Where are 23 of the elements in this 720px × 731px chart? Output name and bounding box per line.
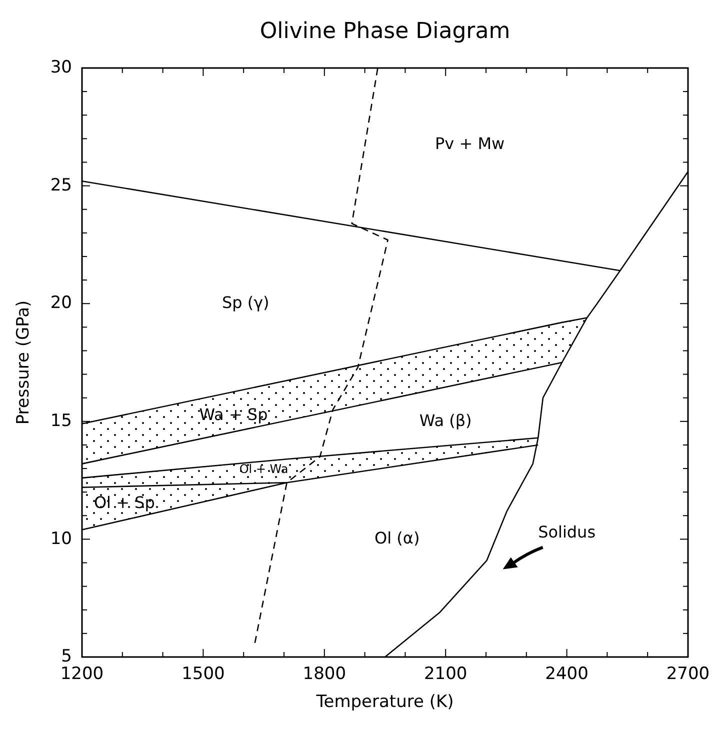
y-tick-label: 5 xyxy=(61,646,72,667)
annotation: Sp (γ) xyxy=(222,292,270,312)
x-tick-label: 1800 xyxy=(302,664,346,684)
x-tick-label: 1500 xyxy=(182,664,225,684)
y-tick-label: 30 xyxy=(50,58,72,78)
x-tick-label: 2700 xyxy=(666,664,710,684)
x-tick-label: 1200 xyxy=(60,664,104,684)
x-tick-label: 2400 xyxy=(545,664,588,684)
annotation: Wa + Sp xyxy=(199,404,268,424)
x-axis-title: Temperature (K) xyxy=(315,692,454,712)
y-tick-label: 10 xyxy=(50,528,72,549)
annotation: Ol + Wa xyxy=(239,462,288,476)
y-tick-label: 20 xyxy=(50,293,72,314)
chart-title: Olivine Phase Diagram xyxy=(260,19,510,44)
annotation: Wa (β) xyxy=(419,410,472,430)
annotation: Ol (α) xyxy=(374,528,420,548)
y-tick-label: 15 xyxy=(50,411,72,432)
y-tick-label: 25 xyxy=(50,175,72,196)
annotation: Ol + Sp xyxy=(94,493,155,512)
annotation: Solidus xyxy=(538,522,596,542)
x-tick-label: 2100 xyxy=(424,664,468,684)
annotation: Pv + Mw xyxy=(435,134,505,153)
y-axis-title: Pressure (GPa) xyxy=(14,300,34,425)
